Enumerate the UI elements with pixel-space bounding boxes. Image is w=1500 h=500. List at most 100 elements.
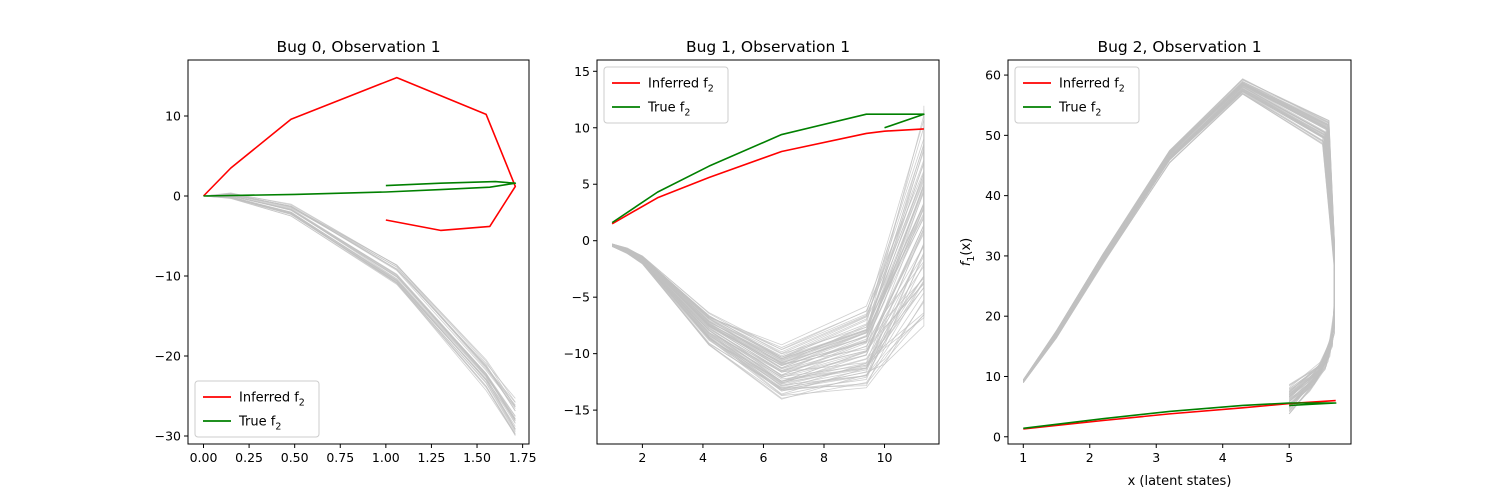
series-inferred-f2-line <box>1023 399 1336 430</box>
y-tick-label: 5 <box>582 177 590 192</box>
legend-label-inferred: Inferred f2 <box>1059 77 1125 95</box>
sample-line <box>611 151 925 365</box>
y-tick-label: 60 <box>985 68 1001 83</box>
sample-line <box>1022 85 1335 401</box>
sample-line <box>1022 86 1335 403</box>
x-tick-label: 3 <box>1152 450 1160 465</box>
sample-line <box>612 109 925 357</box>
sample-line <box>1022 86 1335 400</box>
sample-line <box>1022 84 1335 398</box>
y-tick-label: 15 <box>574 64 590 79</box>
y-tick-label: 50 <box>985 128 1001 143</box>
legend: Inferred f2 True f2 <box>194 380 320 438</box>
y-axis-label: f1(x) <box>959 238 977 266</box>
legend: Inferred f2 True f2 <box>603 66 729 124</box>
sample-line <box>1022 83 1335 397</box>
sample-line <box>1022 90 1335 407</box>
sample-line <box>1022 91 1335 407</box>
series-true-f2-line <box>203 180 517 197</box>
x-tick-label: 1.00 <box>372 450 400 465</box>
panel-title: Bug 0, Observation 1 <box>276 38 440 56</box>
sample-line <box>1022 88 1335 400</box>
x-tick-label: 4 <box>1219 450 1227 465</box>
sample-line <box>1022 82 1335 392</box>
panel-title: Bug 1, Observation 1 <box>686 38 850 56</box>
y-tick-label: −5 <box>572 290 590 305</box>
sample-line <box>612 119 925 358</box>
legend-label-inferred: Inferred f2 <box>648 77 714 95</box>
y-tick-label: −30 <box>155 429 181 444</box>
sample-line <box>1022 89 1335 408</box>
y-tick-label: 10 <box>165 109 181 124</box>
sample-line <box>203 194 516 409</box>
sample-line <box>1022 85 1335 403</box>
x-tick-label: 6 <box>759 450 767 465</box>
sample-line <box>203 195 516 436</box>
series-true-f2-line <box>1023 402 1337 430</box>
sample-line <box>203 193 516 412</box>
sample-line <box>1022 79 1335 390</box>
sample-line <box>612 133 925 358</box>
sample-line <box>203 193 516 408</box>
sample-line <box>1022 91 1335 408</box>
series-true-f2-line <box>611 113 925 224</box>
x-tick-label: 1.75 <box>509 450 537 465</box>
sample-line <box>1022 83 1335 396</box>
sample-line <box>612 119 925 346</box>
sample-line <box>1022 89 1335 408</box>
sample-line <box>1022 83 1335 398</box>
legend-label-inferred: Inferred f2 <box>239 391 305 409</box>
panel-title: Bug 2, Observation 1 <box>1097 38 1261 56</box>
sample-line <box>203 193 516 407</box>
sample-line <box>1022 82 1335 395</box>
y-tick-label: 10 <box>574 120 590 135</box>
sample-line <box>1022 87 1335 400</box>
sample-line <box>1022 83 1335 393</box>
sample-line <box>1022 88 1335 408</box>
sample-line <box>1022 79 1335 385</box>
x-tick-label: 8 <box>820 450 828 465</box>
sample-line <box>1022 81 1335 390</box>
x-tick-label: 1 <box>1019 450 1027 465</box>
legend-label-true: True f2 <box>238 415 281 433</box>
x-tick-label: 0.25 <box>235 450 263 465</box>
sample-line <box>1022 78 1335 389</box>
sample-line <box>1022 83 1335 398</box>
sample-line <box>1022 81 1335 386</box>
panel-bug-0: 0.00 0.25 0.50 0.75 1.00 1.25 1.50 1.75 −30 −20 −1… <box>155 38 537 465</box>
legend-box <box>603 66 729 124</box>
sample-line <box>1022 83 1335 394</box>
sample-line <box>611 210 925 387</box>
sample-line <box>611 175 925 376</box>
y-tick-label: 10 <box>985 369 1001 384</box>
x-tick-label: 0.75 <box>326 450 354 465</box>
y-tick-label: 0 <box>582 233 590 248</box>
sample-line <box>1022 86 1335 402</box>
x-tick-label: 10 <box>877 450 893 465</box>
sample-line <box>1022 88 1335 406</box>
sample-line <box>203 193 516 403</box>
sample-line <box>1022 82 1335 391</box>
sample-line <box>611 144 925 366</box>
panel-bug-1: 2 4 6 8 10 −15 −10 −5 0 5 10 15 Bug 1, Observation 1… <box>564 38 940 465</box>
x-tick-label: 0.50 <box>281 450 309 465</box>
y-tick-label: 40 <box>985 188 1001 203</box>
sample-line <box>1022 82 1335 391</box>
y-tick-label: −10 <box>564 346 590 361</box>
x-tick-label: 2 <box>1086 450 1094 465</box>
sample-line <box>1022 80 1335 393</box>
plot-frame <box>187 59 530 445</box>
x-tick-label: 1.25 <box>418 450 446 465</box>
sample-line <box>1022 87 1335 404</box>
x-axis-label: x (latent states) <box>1128 474 1232 489</box>
sample-line <box>1022 86 1335 402</box>
plot-frame <box>1007 59 1352 445</box>
sample-lines <box>611 105 925 400</box>
legend-box <box>194 380 320 438</box>
sample-line <box>203 193 516 412</box>
sample-line <box>1022 84 1335 398</box>
legend-box <box>1014 66 1140 124</box>
sample-line <box>1022 83 1335 395</box>
sample-line <box>203 194 516 406</box>
